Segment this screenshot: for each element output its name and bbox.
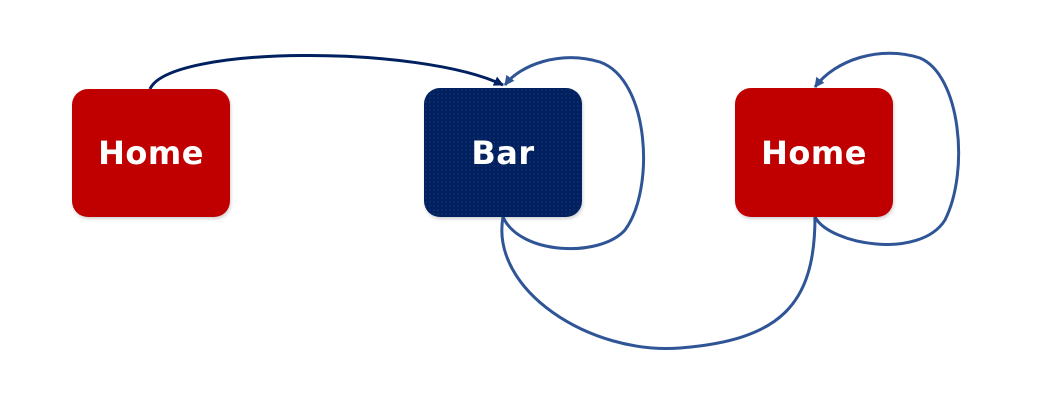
edge-bar-to-home-right — [500, 216, 817, 351]
node-home-left: Home — [72, 89, 230, 217]
edge-home-right-self-loop — [813, 51, 961, 246]
edge-home-to-bar — [148, 54, 504, 90]
node-home-right: Home — [735, 88, 893, 217]
edge-bar-self-loop — [501, 56, 646, 251]
node-bar: Bar — [424, 88, 582, 217]
